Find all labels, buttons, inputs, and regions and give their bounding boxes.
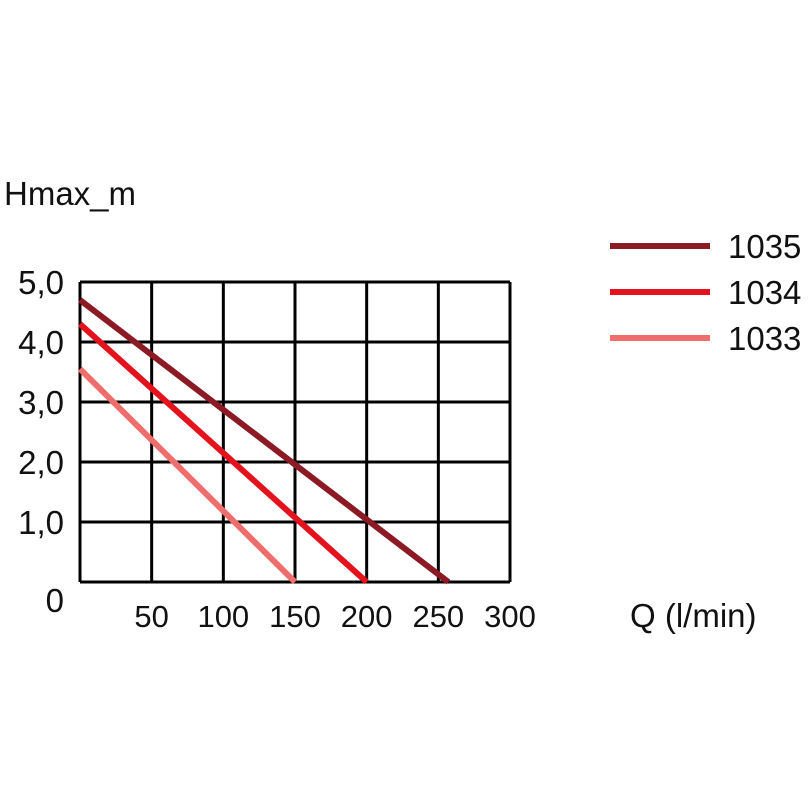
y-axis-label: Hmax_m [4,175,136,212]
y-tick-label: 1,0 [18,504,64,541]
series-lines [77,297,451,585]
x-tick-label: 200 [341,599,393,634]
x-tick-label: 250 [412,599,464,634]
legend: 1035 1034 1033 [610,228,801,357]
legend-label-1035: 1035 [728,228,801,265]
y-tick-label: 2,0 [18,444,64,481]
legend-label-1034: 1034 [728,274,801,311]
x-tick-label: 50 [134,599,168,634]
tick-labels: 0 1,0 2,0 3,0 4,0 5,0 50 100 150 200 250 300 [18,264,536,634]
series-line-1035 [78,297,451,585]
x-tick-label: 150 [269,599,321,634]
series-line-1034 [77,321,369,585]
y-tick-label: 3,0 [18,384,64,421]
x-tick-label: 300 [484,599,536,634]
x-axis-label: Q (l/min) [630,597,757,634]
x-tick-label: 100 [197,599,249,634]
y-tick-label: 0 [46,582,64,619]
series-line-1033 [77,366,298,585]
grid [78,280,512,584]
y-tick-label: 5,0 [18,264,64,301]
y-tick-label: 4,0 [18,324,64,361]
legend-label-1033: 1033 [728,320,801,357]
